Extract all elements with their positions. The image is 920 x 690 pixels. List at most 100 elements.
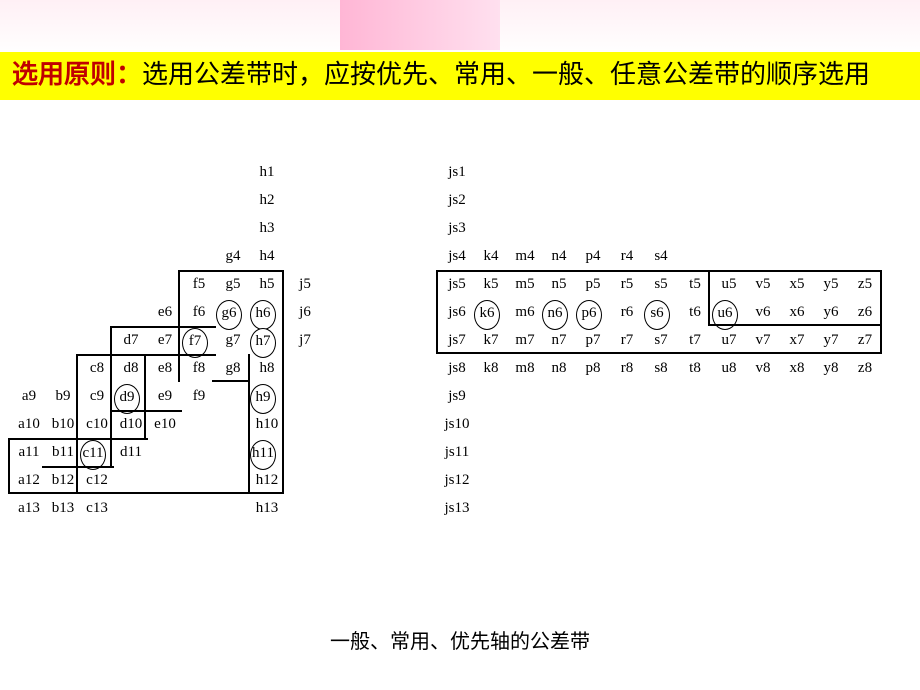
tolerance-cell: js13 — [440, 496, 474, 524]
tolerance-cell: js3 — [440, 216, 474, 244]
box-edge — [178, 270, 284, 272]
header-text: 选用公差带时，应按优先、常用、一般、任意公差带的顺序选用 — [142, 59, 870, 89]
tolerance-cell: js2 — [440, 188, 474, 216]
tolerance-cell: g6 — [216, 300, 242, 330]
box-edge — [8, 438, 10, 494]
tolerance-cell: r8 — [610, 356, 644, 384]
box-edge — [110, 410, 182, 412]
tolerance-cell: d11 — [114, 440, 148, 468]
tolerance-cell: s6 — [644, 300, 670, 330]
tolerance-cell: h5 — [250, 272, 284, 300]
header-banner: 选用原则：选用公差带时，应按优先、常用、一般、任意公差带的顺序选用 — [0, 52, 920, 100]
tolerance-cell: s4 — [644, 244, 678, 272]
tolerance-cell: js12 — [440, 468, 474, 496]
tolerance-cell: u8 — [712, 356, 746, 384]
tolerance-cell: j6 — [288, 300, 322, 328]
tolerance-cell: f6 — [182, 300, 216, 328]
box-edge — [110, 326, 216, 328]
tolerance-cell: js1 — [440, 160, 474, 188]
tolerance-cell: js9 — [440, 384, 474, 412]
tolerance-cell: h2 — [250, 188, 284, 216]
box-edge — [246, 492, 284, 494]
tolerance-cell: e7 — [148, 328, 182, 356]
tolerance-cell: r5 — [610, 272, 644, 300]
tolerance-cell: h13 — [250, 496, 284, 524]
tolerance-cell: n6 — [542, 300, 568, 330]
tolerance-cell: js11 — [440, 440, 474, 468]
tolerance-cell: h1 — [250, 160, 284, 188]
tolerance-cell: f8 — [182, 356, 216, 384]
box-edge — [42, 466, 114, 468]
tolerance-cell: k6 — [474, 300, 500, 330]
tolerance-cell: a9 — [12, 384, 46, 412]
tolerance-cell: n4 — [542, 244, 576, 272]
tolerance-cell: c8 — [80, 356, 114, 384]
tolerance-cell: a13 — [12, 496, 46, 524]
box-edge — [110, 326, 112, 466]
tolerance-cell: js8 — [440, 356, 474, 384]
box-edge — [76, 492, 250, 494]
tolerance-cell: u5 — [712, 272, 746, 300]
tolerance-cell: f9 — [182, 384, 216, 412]
tolerance-cell: m6 — [508, 300, 542, 328]
box-edge — [144, 354, 216, 356]
tolerance-cell: b9 — [46, 384, 80, 412]
tolerance-cell: p4 — [576, 244, 610, 272]
tolerance-cell: n5 — [542, 272, 576, 300]
tolerance-cell: g7 — [216, 328, 250, 356]
tolerance-cell: h9 — [250, 384, 276, 414]
tolerance-cell: f5 — [182, 272, 216, 300]
tolerance-cell: h11 — [250, 440, 276, 470]
box-edge — [248, 354, 250, 494]
tolerance-cell: h8 — [250, 356, 284, 384]
box-edge — [436, 352, 880, 354]
tolerance-cell: r4 — [610, 244, 644, 272]
tolerance-cell: p5 — [576, 272, 610, 300]
tolerance-cell: k5 — [474, 272, 508, 300]
tolerance-cell: x5 — [780, 272, 814, 300]
header-title: 选用原则： — [12, 59, 142, 89]
tolerance-cell: v8 — [746, 356, 780, 384]
tolerance-cell: z5 — [848, 272, 882, 300]
tolerance-cell: p8 — [576, 356, 610, 384]
tolerance-cell: t8 — [678, 356, 712, 384]
tolerance-cell: c9 — [80, 384, 114, 412]
tolerance-cell: e9 — [148, 384, 182, 412]
box-edge — [880, 270, 882, 326]
tolerance-cell: m5 — [508, 272, 542, 300]
tolerance-cell: n8 — [542, 356, 576, 384]
tolerance-cell: d7 — [114, 328, 148, 356]
tolerance-cell: m8 — [508, 356, 542, 384]
tolerance-cell: d10 — [114, 412, 148, 440]
tolerance-cell: y8 — [814, 356, 848, 384]
box-edge — [76, 354, 148, 356]
tolerance-cell: b13 — [46, 496, 80, 524]
tolerance-cell: h4 — [250, 244, 284, 272]
tolerance-cell: c10 — [80, 412, 114, 440]
tolerance-cell: h10 — [250, 412, 284, 440]
tolerance-cell: js10 — [440, 412, 474, 440]
decorative-stripe — [340, 0, 500, 50]
figure-caption: 一般、常用、优先轴的公差带 — [0, 625, 920, 654]
box-edge — [76, 354, 78, 494]
tolerance-cell: m4 — [508, 244, 542, 272]
tolerance-cell: t5 — [678, 272, 712, 300]
tolerance-cell: z8 — [848, 356, 882, 384]
tolerance-cell: d8 — [114, 356, 148, 384]
tolerance-cell: x8 — [780, 356, 814, 384]
tolerance-chart: h1h2h3h4h5h6h7h8h9h10h11h12h13g4g5g6g7g8… — [0, 160, 920, 590]
tolerance-cell: s8 — [644, 356, 678, 384]
tolerance-cell: b11 — [46, 440, 80, 468]
tolerance-cell: y5 — [814, 272, 848, 300]
tolerance-cell: k4 — [474, 244, 508, 272]
tolerance-cell: e10 — [148, 412, 182, 440]
box-edge — [282, 270, 284, 494]
box-edge — [708, 270, 710, 324]
tolerance-cell: j7 — [288, 328, 322, 356]
tolerance-cell: h3 — [250, 216, 284, 244]
tolerance-cell: g4 — [216, 244, 250, 272]
tolerance-cell: g5 — [216, 272, 250, 300]
tolerance-cell: t6 — [678, 300, 712, 328]
tolerance-cell: js5 — [440, 272, 474, 300]
tolerance-cell: e8 — [148, 356, 182, 384]
